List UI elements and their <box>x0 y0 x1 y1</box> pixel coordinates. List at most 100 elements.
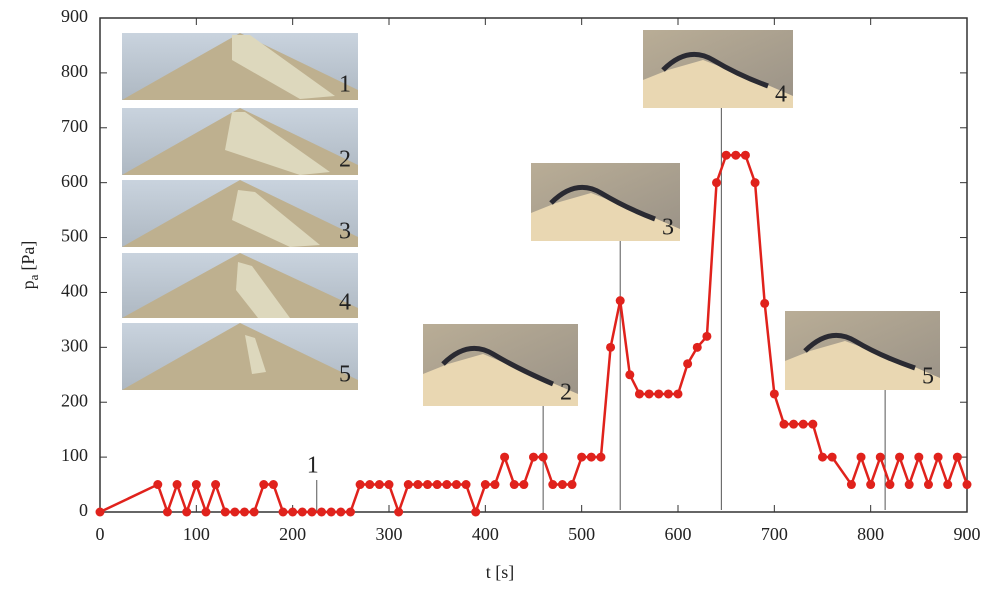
data-point <box>326 507 336 517</box>
inset-label: 5 <box>339 362 351 388</box>
crust-edge <box>549 184 656 222</box>
y-tick-label: 700 <box>61 116 88 136</box>
data-point <box>673 389 683 399</box>
y-axis-label: pa [Pa] <box>18 241 41 290</box>
x-tick-label: 300 <box>376 524 403 544</box>
data-point <box>644 389 654 399</box>
data-point <box>789 419 799 429</box>
data-point <box>702 331 712 341</box>
y-label-unit: [Pa] <box>18 241 38 271</box>
slide-area <box>225 112 330 175</box>
data-point <box>230 507 240 517</box>
x-axis-label: t [s] <box>486 562 515 582</box>
data-point <box>634 389 644 399</box>
annotation-label: 4 <box>775 82 787 108</box>
data-point <box>548 480 558 490</box>
slide-area <box>245 335 266 374</box>
data-point <box>442 480 452 490</box>
x-tick-label: 200 <box>279 524 306 544</box>
data-point <box>866 480 876 490</box>
data-point <box>895 452 905 462</box>
data-point <box>413 480 423 490</box>
data-point <box>875 452 885 462</box>
data-point <box>692 342 702 352</box>
y-tick-label: 0 <box>79 500 88 520</box>
y-label-sub: a <box>26 274 41 280</box>
data-point <box>288 507 298 517</box>
x-tick-label: 100 <box>183 524 210 544</box>
annotation-label: 3 <box>662 215 674 241</box>
data-point <box>904 480 914 490</box>
data-point <box>480 480 490 490</box>
data-point <box>606 342 616 352</box>
y-label-main: p <box>18 280 38 289</box>
data-point <box>885 480 895 490</box>
data-point <box>596 452 606 462</box>
data-point <box>750 178 760 188</box>
data-point <box>519 480 529 490</box>
annotation-label: 1 <box>307 453 319 479</box>
y-tick-label: 500 <box>61 226 88 246</box>
data-point <box>625 370 635 380</box>
data-point <box>345 507 355 517</box>
y-tick-label: 800 <box>61 61 88 81</box>
data-point <box>317 507 327 517</box>
x-tick-label: 700 <box>761 524 788 544</box>
data-point <box>153 480 163 490</box>
data-point <box>403 480 413 490</box>
annotation-label: 2 <box>560 380 572 406</box>
data-point <box>538 452 548 462</box>
data-point <box>201 507 211 517</box>
data-point <box>500 452 510 462</box>
data-point <box>172 480 182 490</box>
slide-area <box>236 262 290 318</box>
crust-edge <box>441 345 554 387</box>
data-point <box>423 480 433 490</box>
data-point <box>923 480 933 490</box>
inset-label: 4 <box>339 290 351 316</box>
data-point <box>268 480 278 490</box>
y-tick-label: 900 <box>61 6 88 26</box>
crust-edge <box>803 332 916 371</box>
annotation-label: 5 <box>922 364 934 390</box>
data-point <box>529 452 538 462</box>
data-point <box>471 507 481 517</box>
x-tick-label: 0 <box>96 524 105 544</box>
data-point <box>557 480 567 490</box>
data-point <box>615 296 625 306</box>
data-point <box>374 480 384 490</box>
data-point <box>182 507 192 517</box>
data-point <box>384 480 394 490</box>
data-point <box>827 452 837 462</box>
data-point <box>740 150 750 160</box>
data-point <box>914 452 924 462</box>
data-point <box>307 507 317 517</box>
data-point <box>846 480 856 490</box>
data-point <box>798 419 808 429</box>
x-tick-label: 600 <box>665 524 692 544</box>
x-tick-label: 800 <box>857 524 884 544</box>
crust-edge <box>661 51 769 89</box>
data-point <box>355 480 365 490</box>
data-point <box>731 150 741 160</box>
data-point <box>394 507 404 517</box>
data-point <box>962 480 972 490</box>
data-point <box>712 178 722 188</box>
x-tick-label: 500 <box>568 524 595 544</box>
data-point <box>220 507 230 517</box>
data-point <box>683 359 693 369</box>
data-point <box>721 150 731 160</box>
data-point <box>211 480 221 490</box>
x-tick-label: 900 <box>954 524 981 544</box>
y-tick-label: 300 <box>61 335 88 355</box>
data-point <box>191 480 201 490</box>
data-point <box>451 480 461 490</box>
y-tick-label: 100 <box>61 445 88 465</box>
data-point <box>365 480 375 490</box>
data-point <box>779 419 789 429</box>
data-point <box>577 452 587 462</box>
data-point <box>808 419 818 429</box>
y-tick-label: 400 <box>61 281 88 301</box>
data-point <box>490 480 500 490</box>
